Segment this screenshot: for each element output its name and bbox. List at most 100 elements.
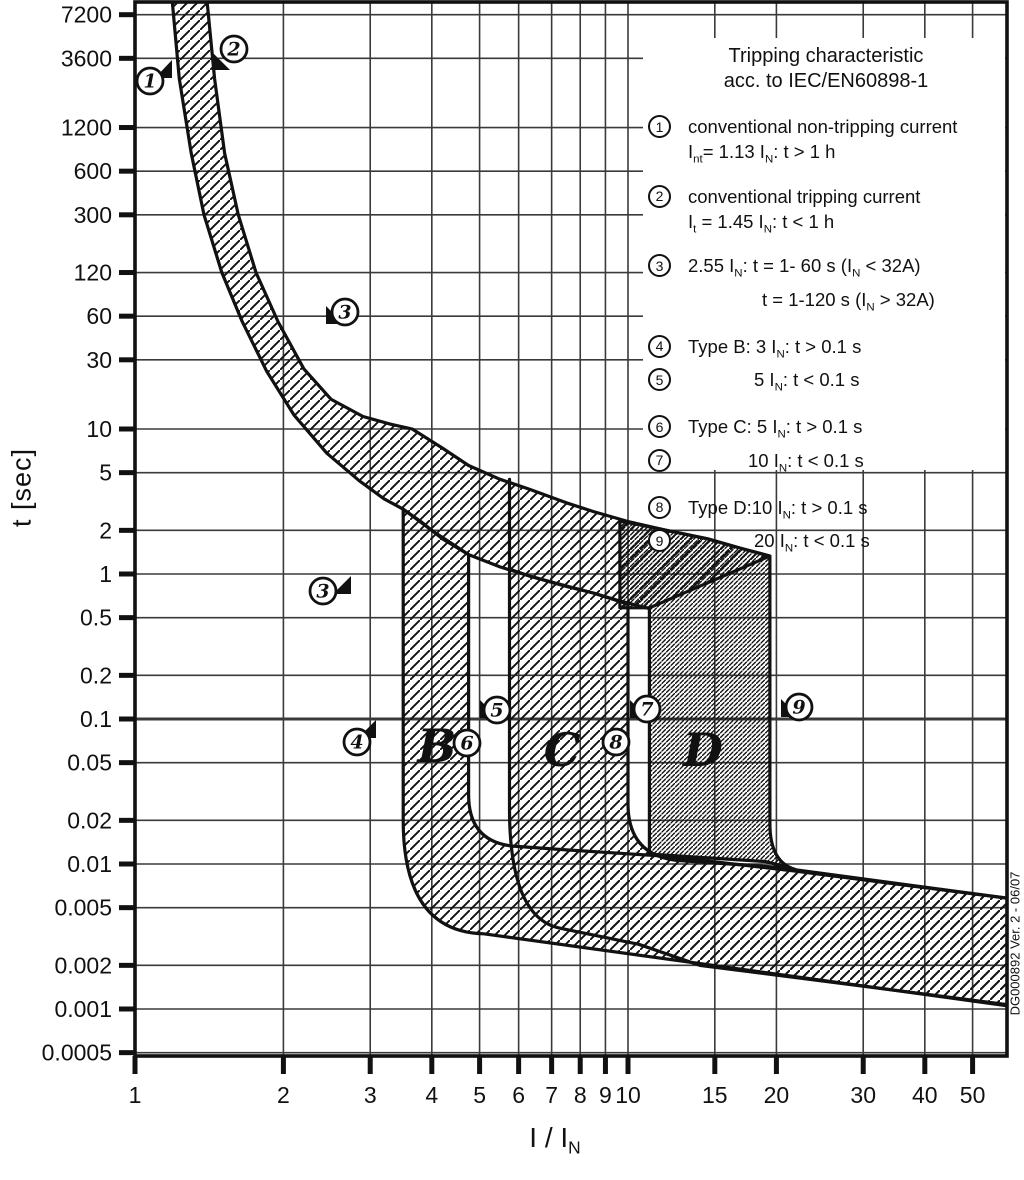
legend-item-text: 2.55 IN: t = 1- 60 s (IN < 32A) t = 1-120…: [688, 255, 935, 314]
y-tick-label: 0.005: [54, 895, 112, 921]
marker-number: 8: [608, 732, 622, 754]
legend-item-text: Type D:10 IN: t > 0.1 s: [688, 496, 868, 522]
y-tick-label: 0.2: [80, 662, 112, 688]
plot-area: [135, 2, 1007, 1056]
legend-item-8: 8 Type D:10 IN: t > 0.1 s: [648, 495, 1004, 529]
y-tick-label: 300: [74, 202, 112, 228]
y-tick-label: 1: [99, 561, 112, 587]
legend-item-2: 2 conventional tripping current It = 1.45 …: [648, 184, 1004, 243]
x-tick-label: 10: [615, 1082, 641, 1108]
y-tick-label: 0.01: [67, 851, 112, 877]
marker-pointer-icon: [333, 576, 351, 594]
x-axis-title: I / IN: [529, 1122, 581, 1158]
x-tick-label: 9: [599, 1082, 612, 1108]
marker-circle: [330, 297, 360, 327]
y-tick-label: 3600: [61, 45, 112, 71]
marker-3: 3: [308, 576, 351, 606]
y-tick-label: 0.05: [67, 750, 112, 776]
x-tick-label: 50: [960, 1082, 986, 1108]
legend-number-icon: 4: [648, 334, 671, 358]
legend-item-text: 5 IN: t < 0.1 s: [754, 369, 860, 395]
legend-number-icon: 7: [648, 448, 671, 472]
y-tick-label: 1200: [61, 115, 112, 141]
marker-8: 8: [601, 727, 631, 757]
type-d-band: [618, 519, 797, 871]
marker-circle: [482, 695, 512, 725]
marker-circle: [219, 34, 249, 64]
legend-number-icon: 6: [648, 415, 671, 439]
marker-5: 5: [480, 695, 512, 725]
y-tick-label: 0.001: [54, 996, 112, 1022]
y-tick-label: 7200: [61, 2, 112, 28]
legend-item-text: Type C: 5 IN: t > 0.1 s: [688, 416, 863, 441]
y-tick-label: 120: [74, 260, 112, 286]
legend-item-text: conventional tripping current It = 1.45 I…: [688, 185, 921, 236]
x-tick-label: 3: [364, 1082, 377, 1108]
marker-number: 7: [640, 699, 653, 721]
marker-9: 9: [781, 692, 814, 722]
y-tick-label: 10: [86, 416, 112, 442]
zone-letter-c: C: [544, 723, 581, 777]
marker-circle: [342, 727, 372, 757]
x-tick-label: 2: [277, 1082, 290, 1108]
marker-6: 6: [452, 728, 482, 758]
marker-circle: [452, 728, 482, 758]
legend-item-text: Type B: 3 IN: t > 0.1 s: [688, 335, 862, 361]
legend-item-5: 5 5 IN: t < 0.1 s: [648, 367, 1004, 401]
legend-number-icon: 1: [648, 115, 671, 138]
legend-item-9: 9 20 IN: t < 0.1 s: [648, 528, 1004, 562]
x-tick-label: 30: [850, 1082, 876, 1108]
marker-number: 3: [316, 581, 329, 603]
legend-number-icon: 5: [648, 368, 671, 392]
document-reference-note: DG000892 Ver. 2 - 06/07: [1007, 871, 1023, 1016]
legend-item-4: 4 Type B: 3 IN: t > 0.1 s: [648, 334, 1004, 368]
legend-item-text: 20 IN: t < 0.1 s: [754, 530, 870, 555]
zone-letter-d: D: [681, 723, 723, 777]
marker-4: 4: [342, 720, 376, 757]
legend-number-icon: 2: [648, 184, 671, 208]
marker-number: 4: [350, 732, 363, 754]
marker-pointer-icon: [212, 52, 230, 70]
legend-item-7: 7 10 IN: t < 0.1 s: [648, 448, 1004, 482]
legend-items: 1 conventional non-tripping current Int= 1…: [648, 114, 1004, 562]
x-tick-label: 7: [545, 1082, 558, 1108]
legend: Tripping characteristic acc. to IEC/EN60…: [648, 44, 1004, 562]
marker-number: 3: [338, 302, 351, 324]
marker-circle: [308, 576, 338, 606]
y-tick-label: 0.1: [80, 706, 112, 732]
marker-circle: [632, 694, 662, 724]
marker-number: 1: [143, 71, 156, 93]
marker-3: 3: [326, 297, 360, 327]
marker-circle: [784, 692, 814, 722]
marker-7: 7: [630, 694, 662, 724]
y-tick-label: 2: [99, 517, 112, 543]
legend-item-text: conventional non-tripping current Int= 1.…: [688, 116, 958, 166]
marker-circle: [135, 66, 165, 96]
y-tick-label: 0.002: [54, 952, 112, 978]
y-tick-label: 0.0005: [42, 1040, 112, 1066]
y-tick-label: 30: [86, 347, 112, 373]
y-tick-label: 5: [99, 460, 112, 486]
y-tick-label: 0.02: [67, 807, 112, 833]
legend-item-1: 1 conventional non-tripping current Int= 1…: [648, 114, 1004, 173]
legend-item-6: 6 Type C: 5 IN: t > 0.1 s: [648, 414, 1004, 448]
marker-number: 6: [460, 733, 473, 755]
x-tick-label: 4: [425, 1082, 438, 1108]
legend-item-text: 10 IN: t < 0.1 s: [748, 449, 864, 475]
x-tick-label: 15: [702, 1082, 728, 1108]
zone-letter-b: B: [416, 719, 457, 773]
legend-title-line1: Tripping characteristic: [728, 45, 924, 67]
legend-number-icon: 9: [648, 529, 671, 553]
y-axis-title: t [sec]: [6, 447, 37, 528]
y-tick-label: 60: [86, 303, 112, 329]
x-tick-label: 1: [129, 1082, 142, 1108]
x-tick-label: 8: [574, 1082, 587, 1108]
marker-number: 2: [226, 39, 240, 61]
y-tick-label: 600: [74, 158, 112, 184]
marker-1: 1: [135, 60, 172, 96]
legend-background: [643, 38, 1005, 470]
marker-number: 5: [490, 700, 503, 722]
legend-title-line2: acc. to IEC/EN60898-1: [723, 70, 929, 92]
